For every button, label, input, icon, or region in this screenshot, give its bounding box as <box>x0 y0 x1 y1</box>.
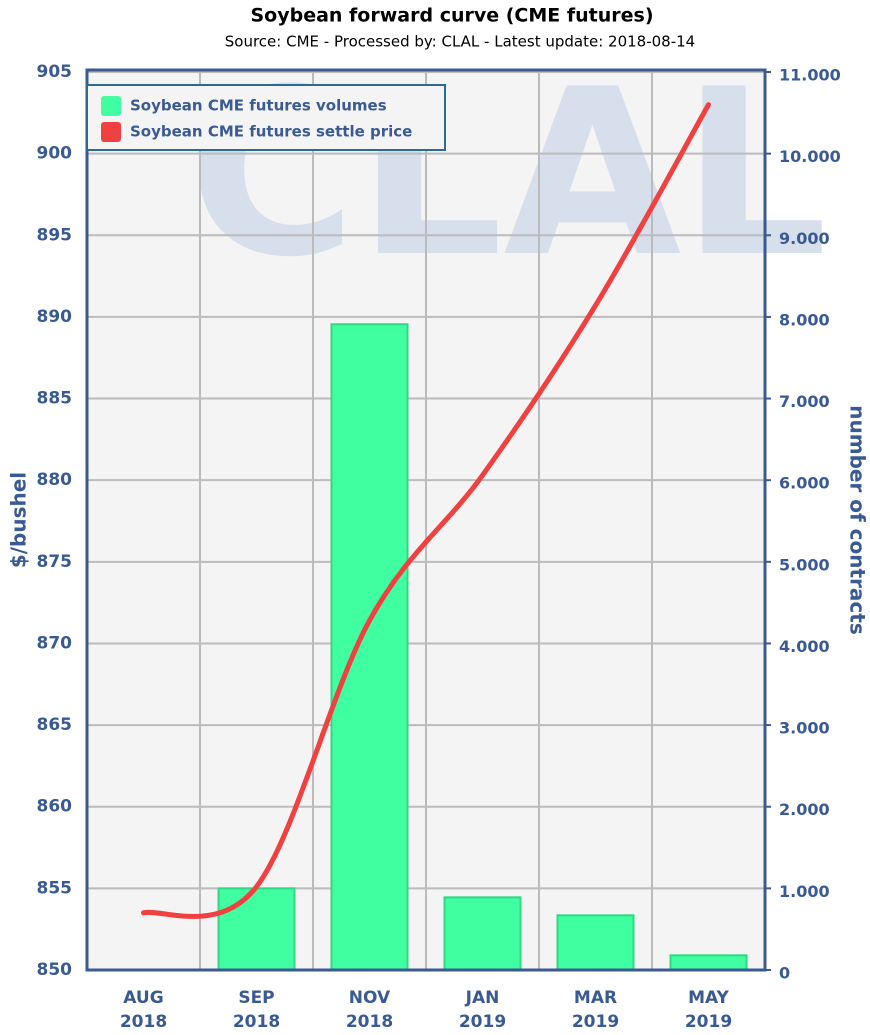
plot-frame <box>85 68 767 972</box>
y-tick-label: 895 <box>37 225 73 245</box>
y-tick-label: 875 <box>37 552 73 572</box>
x-tick-label: MAY 2019 <box>684 988 733 1032</box>
y-tick-label: 880 <box>37 470 73 490</box>
y-tick-label: 885 <box>37 389 73 409</box>
y2-tick-label: 8.000 <box>779 310 830 329</box>
bar <box>443 896 522 971</box>
y2-tick-label: 5.000 <box>779 555 830 574</box>
bar <box>330 323 409 972</box>
y-tick-label: 860 <box>37 797 73 817</box>
y2-tick-label: 6.000 <box>779 474 830 493</box>
y-tick-label: 865 <box>37 715 73 735</box>
x-tick-label: JAN 2019 <box>458 988 507 1032</box>
x-tick-label: SEP 2018 <box>232 988 281 1032</box>
y2-tick-label: 2.000 <box>779 800 830 819</box>
legend-swatch <box>101 96 121 116</box>
y-tick-label: 905 <box>37 62 73 82</box>
y2-tick-label: 9.000 <box>779 229 830 248</box>
legend-label: Soybean CME futures settle price <box>130 123 412 141</box>
y2-axis-label: number of contracts <box>846 405 870 635</box>
line <box>141 102 711 919</box>
bar <box>669 954 748 972</box>
y-tick-label: 850 <box>37 960 73 980</box>
y2-tick-label: 10.000 <box>779 147 841 166</box>
y2-tick-label: 1.000 <box>779 882 830 901</box>
legend-label: Soybean CME futures volumes <box>130 97 387 115</box>
chart-subtitle: Source: CME - Processed by: CLAL - Lates… <box>225 33 695 51</box>
bar <box>217 887 296 972</box>
y2-tick-label: 3.000 <box>779 719 830 738</box>
legend-swatch <box>101 122 121 142</box>
watermark: CLAL <box>188 41 828 308</box>
y-axis-label: $/bushel <box>7 472 31 568</box>
y-tick-label: 890 <box>37 307 73 327</box>
x-tick-label: NOV 2018 <box>345 988 394 1032</box>
legend-box <box>86 84 446 151</box>
x-tick-label: AUG 2018 <box>119 988 168 1032</box>
y2-tick-label: 0 <box>779 964 790 983</box>
bar <box>556 914 635 972</box>
y2-tick-label: 11.000 <box>779 66 841 85</box>
y2-tick-label: 7.000 <box>779 392 830 411</box>
y2-tick-label: 4.000 <box>779 637 830 656</box>
chart-title: Soybean forward curve (CME futures) <box>250 5 653 27</box>
y-tick-label: 870 <box>37 633 73 653</box>
y-tick-label: 855 <box>37 878 73 898</box>
y-tick-label: 900 <box>37 144 73 164</box>
x-tick-label: MAR 2019 <box>571 988 620 1032</box>
